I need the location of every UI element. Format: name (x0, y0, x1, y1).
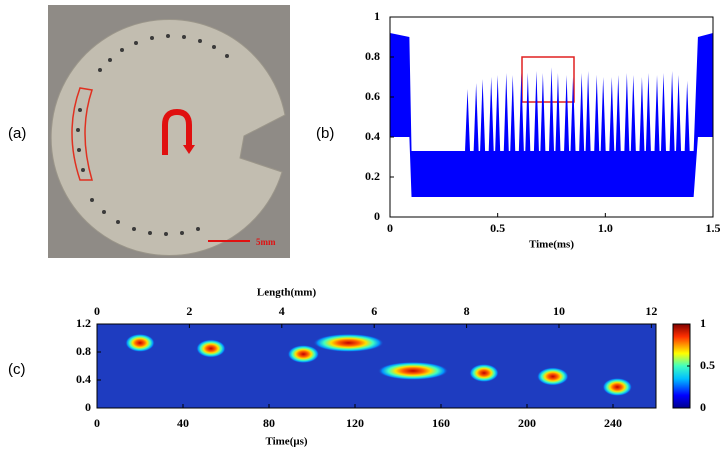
x2-tick-label: 6 (371, 304, 377, 318)
x2-tick-label: 2 (186, 304, 192, 318)
y-tick-label: 0.4 (76, 372, 91, 386)
heat-spot (196, 340, 225, 358)
pulse-peak (601, 77, 606, 151)
x-tick-label: 200 (518, 416, 536, 430)
x2-axis-title: Length(mm) (257, 287, 317, 299)
x2-tick-label: 0 (94, 304, 100, 318)
pulse-peak (564, 75, 569, 151)
colorbar-tick-label: 0 (700, 400, 706, 414)
pulse-peak (676, 75, 681, 151)
heat-spot (469, 364, 498, 382)
heat-spot (288, 345, 320, 363)
pulse-peak (670, 71, 675, 151)
heatmap-background (97, 324, 656, 408)
pulse-peak (504, 73, 509, 151)
y-tick-label: 0.8 (365, 49, 380, 63)
pulse-peak (495, 75, 500, 151)
x-tick-label: 240 (604, 416, 622, 430)
pulse-peak (685, 81, 690, 151)
pulse-peak (519, 73, 524, 151)
colorbar-tick-label: 0.5 (700, 358, 715, 372)
scale-bar-label: 5mm (256, 237, 276, 247)
x2-tick-label: 8 (464, 304, 470, 318)
pulse-peak (655, 75, 660, 151)
heat-spot (125, 334, 154, 352)
heat-spot (378, 362, 448, 380)
y-tick-label: 0 (374, 209, 380, 223)
x2-tick-label: 4 (279, 304, 285, 318)
panel-label: (a) (8, 125, 26, 142)
y-tick-label: 0.6 (365, 89, 380, 103)
y-tick-label: 0.4 (365, 129, 380, 143)
pulse-peak (489, 77, 494, 151)
pulse-peak (534, 71, 539, 151)
pulse-peak (631, 75, 636, 151)
pulse-peak (549, 67, 554, 151)
x-axis-title: Time(ms) (529, 239, 574, 251)
y-tick-label: 0.8 (76, 344, 91, 358)
x2-tick-label: 10 (553, 304, 565, 318)
pulse-peak (639, 77, 644, 151)
pulse-peak (540, 73, 545, 151)
x-tick-label: 0 (387, 221, 393, 235)
x2-tick-label: 12 (645, 304, 657, 318)
x-tick-label: 40 (177, 416, 189, 430)
heat-spot (313, 334, 383, 352)
x-tick-label: 80 (263, 416, 275, 430)
pulse-peak (579, 73, 584, 151)
pulse-peak (465, 89, 470, 151)
pulse-peak (594, 75, 599, 151)
y-tick-label: 0.2 (365, 169, 380, 183)
pulse-peak (616, 75, 621, 151)
y-tick-label: 1 (374, 9, 380, 23)
pulse-peak (571, 77, 576, 151)
pulse-peak (525, 73, 530, 151)
x-tick-label: 0.5 (490, 221, 505, 235)
heat-spot (603, 378, 632, 396)
heat-spot (537, 368, 569, 386)
x-tick-label: 1.0 (598, 221, 613, 235)
photo: 5mm (a) (8, 5, 290, 258)
pulse-peak (624, 73, 629, 151)
pulse-peak (555, 73, 560, 151)
pulse-peak (510, 75, 515, 151)
pulse-peak (661, 73, 666, 151)
panel-label: (c) (8, 361, 26, 378)
pulse-peak (474, 83, 479, 151)
pulse-peak (586, 71, 591, 151)
x-tick-label: 120 (346, 416, 364, 430)
colorbar-tick-label: 1 (700, 316, 706, 330)
x-tick-label: 0 (94, 416, 100, 430)
panel-label: (b) (316, 125, 334, 142)
y-tick-label: 1.2 (76, 316, 91, 330)
y-tick-label: 0 (85, 400, 91, 414)
pulse-peak (480, 79, 485, 151)
pulse-peak (646, 73, 651, 151)
x-tick-label: 1.5 (706, 221, 720, 235)
x-tick-label: 160 (432, 416, 450, 430)
pulse-peak (609, 77, 614, 151)
x-axis-title: Time(μs) (265, 436, 307, 448)
